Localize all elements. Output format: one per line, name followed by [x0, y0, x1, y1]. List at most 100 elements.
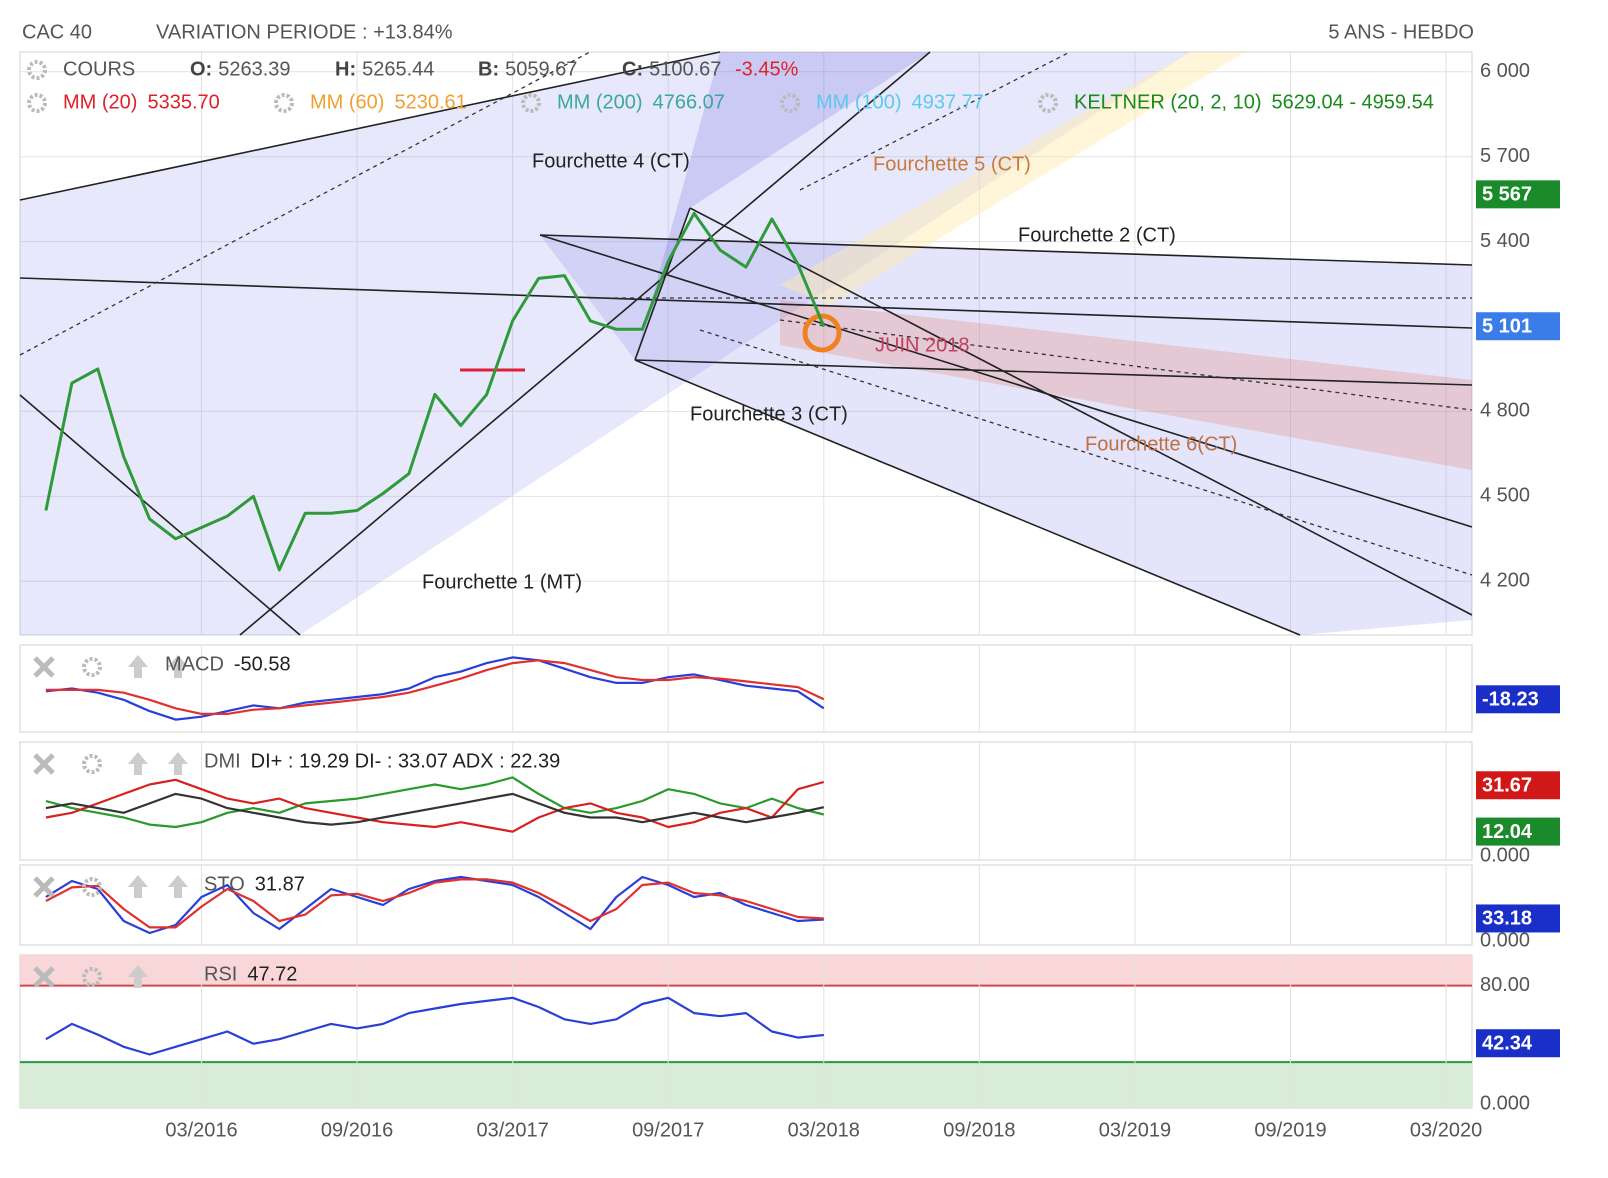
y-tick-label: 0.000 [1480, 844, 1530, 866]
y-tick-label: 0.000 [1480, 929, 1530, 951]
series-line [44, 211, 826, 572]
gear-icon [82, 754, 102, 774]
instrument-title: CAC 40 [22, 21, 92, 43]
fork-line [689, 207, 1473, 616]
x-tick-label: 09/2017 [632, 1119, 704, 1141]
period: 5 ANS - HEBDO [1328, 21, 1474, 43]
fork-line [539, 234, 1473, 528]
gear-icon [27, 93, 47, 113]
arrow-icon [168, 655, 188, 678]
x-tick-label: 03/2017 [476, 1119, 548, 1141]
legend-label: MM (200) [557, 91, 643, 113]
badge-label: 5 101 [1482, 316, 1532, 338]
fork-area [20, 52, 1190, 635]
gear-icon [274, 93, 294, 113]
legend-label: MM (100) [816, 91, 902, 113]
x-tick-label: 09/2018 [943, 1119, 1015, 1141]
zone [20, 955, 1472, 986]
fork-line [539, 234, 1473, 266]
series-line [45, 778, 825, 833]
legend-value: 4766.07 [653, 91, 725, 113]
badge-label: 42.34 [1482, 1033, 1533, 1055]
legend-label: MM (60) [310, 91, 384, 113]
legend-label: MM (20) [63, 91, 137, 113]
series-line [45, 875, 824, 935]
fork-line [19, 277, 1473, 329]
arrow-icon [128, 965, 148, 988]
panel-frame [19, 644, 1473, 733]
x-tick-label: 09/2019 [1254, 1119, 1326, 1141]
y-tick-label: 5 400 [1480, 230, 1530, 252]
legend-label: KELTNER (20, 2, 10) [1074, 91, 1261, 113]
fork-annotation: Fourchette 5 (CT) [873, 153, 1031, 175]
fork-drawings [19, 51, 1473, 636]
fork-annotation: Fourchette 3 (CT) [690, 403, 848, 425]
quote-value: 5263.39 [218, 58, 290, 80]
fork-line [634, 359, 1473, 386]
arrow-icon [168, 875, 188, 898]
fork-line [19, 51, 721, 201]
quote-change: -3.45% [735, 58, 799, 80]
gear-icon [1038, 93, 1058, 113]
quote-key: H: [335, 58, 356, 80]
indicator-title: STO [204, 873, 245, 895]
marks-layer [44, 211, 826, 1056]
gear-icon [27, 60, 47, 80]
x-tick-label: 03/2016 [165, 1119, 237, 1141]
fork-median [799, 51, 1071, 191]
quote-value: 5059.67 [505, 58, 577, 80]
x-tick-label: 03/2019 [1099, 1119, 1171, 1141]
badge-label: 33.18 [1482, 908, 1532, 930]
close-icon [33, 966, 55, 988]
indicator-title: MACD [165, 653, 224, 675]
close-icon [33, 876, 55, 898]
fork-annotation: Fourchette 6(CT) [1085, 433, 1237, 455]
x-tick-label: 09/2016 [321, 1119, 393, 1141]
indicator-reading: 47.72 [247, 963, 297, 985]
value-badge [1476, 904, 1560, 933]
gear-icon [82, 967, 102, 987]
gear-icon [521, 93, 541, 113]
fork-annotation: Fourchette 1 (MT) [422, 571, 582, 593]
y-tick-label: 5 700 [1480, 145, 1530, 167]
value-badge [1476, 685, 1560, 714]
indicator-reading: 31.87 [255, 873, 305, 895]
variation: VARIATION PERIODE : +13.84% [156, 21, 453, 43]
y-tick-label: 4 800 [1480, 400, 1530, 422]
quote-value: 5100.67 [649, 58, 721, 80]
value-badge [1476, 771, 1560, 800]
fork-annotation: Fourchette 4 (CT) [532, 150, 690, 172]
indicator-title: RSI [204, 963, 237, 985]
quote-key: O: [190, 58, 212, 80]
fork-median [19, 51, 591, 356]
fork-area [780, 300, 1472, 470]
y-tick-label: 4 500 [1480, 485, 1530, 507]
badge-label: 12.04 [1482, 821, 1533, 843]
value-badge [1476, 180, 1560, 209]
badge-label: 5 567 [1482, 184, 1532, 206]
fork-area [540, 235, 1472, 635]
arrow-icon [128, 655, 148, 678]
legend-value: 5230.61 [394, 91, 466, 113]
legend-label: COURS [63, 58, 135, 80]
gear-icon [780, 93, 800, 113]
arrow-icon [128, 752, 148, 775]
close-icon [33, 753, 55, 775]
y-tick-label: 4 200 [1480, 570, 1530, 592]
gear-icon [82, 877, 102, 897]
close-icon [33, 656, 55, 678]
legend-value: 4937.77 [912, 91, 984, 113]
y-tick-label: 6 000 [1480, 60, 1530, 82]
quote-key: C: [622, 58, 643, 80]
fork-area [780, 52, 1245, 305]
indicator-title: DMI [204, 750, 241, 772]
badge-label: 31.67 [1482, 775, 1532, 797]
indicator-reading: -50.58 [234, 653, 291, 675]
series-line [45, 776, 825, 829]
fork-line [634, 359, 1301, 636]
fork-line [634, 207, 691, 361]
marker-circle [802, 313, 842, 353]
indicator-reading: DI+ : 19.29 DI- : 33.07 ADX : 22.39 [251, 750, 561, 772]
gear-icon [82, 657, 102, 677]
